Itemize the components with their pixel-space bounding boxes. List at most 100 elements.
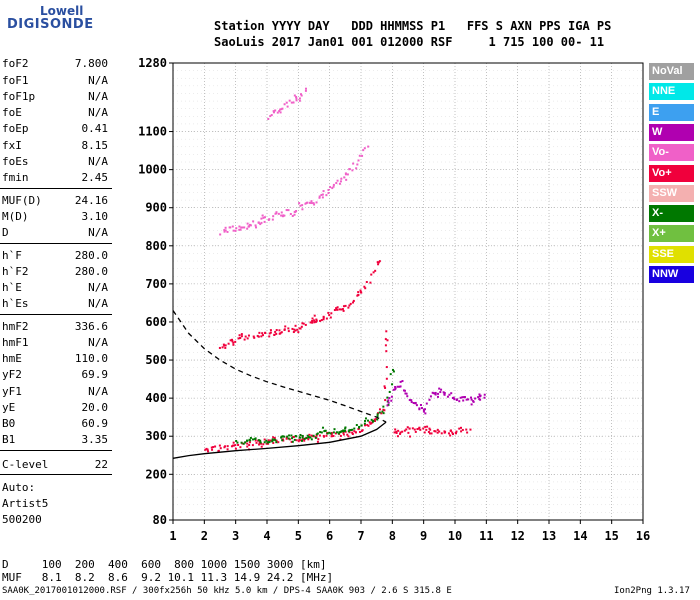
trace-point — [393, 431, 396, 434]
x-tick-label: 5 — [295, 529, 302, 543]
trace-point — [356, 163, 359, 166]
trace-point — [283, 328, 286, 331]
trace-point — [382, 405, 385, 408]
trace-point — [311, 321, 314, 324]
trace-point — [439, 391, 442, 394]
param-separator — [0, 450, 112, 451]
trace-point — [255, 441, 258, 444]
trace-point — [478, 393, 481, 396]
param-name: yF2 — [2, 368, 22, 381]
trace-point — [355, 424, 358, 427]
trace-point — [378, 260, 381, 263]
trace-point — [254, 224, 257, 227]
trace-point — [353, 427, 356, 430]
header-line-1: Station YYYY DAY DDD HHMMSS P1 FFS S AXN… — [214, 19, 612, 33]
trace-point — [383, 385, 386, 388]
trace-point — [376, 261, 379, 264]
trace-point — [318, 434, 321, 437]
trace-point — [412, 402, 415, 405]
trace-point — [310, 438, 313, 441]
auto-program: Artist5 — [2, 497, 49, 510]
trace-point — [244, 441, 247, 444]
param-value: 8.15 — [81, 139, 109, 152]
trace-point — [327, 192, 330, 195]
trace-point — [390, 399, 393, 402]
trace-point — [279, 332, 282, 335]
trace-point — [300, 325, 303, 328]
trace-point — [359, 289, 362, 292]
legend-item-nne: NNE — [649, 83, 694, 101]
trace-point — [263, 438, 266, 441]
trace-point — [206, 448, 209, 451]
trace-point — [462, 399, 465, 402]
param-value: 20.0 — [81, 401, 109, 414]
trace-point — [227, 342, 230, 345]
plot-frame — [172, 62, 644, 521]
param-value: N/A — [88, 336, 108, 349]
param-row: hmE 110.0 — [2, 352, 108, 366]
trace-point — [340, 308, 343, 311]
trace-point — [385, 366, 388, 369]
trace-point — [224, 229, 227, 232]
trace-point — [376, 412, 379, 415]
trace-point — [234, 447, 237, 450]
trace-point — [278, 110, 281, 113]
trace-point — [338, 182, 341, 185]
trace-point — [267, 117, 270, 120]
trace-point — [288, 434, 291, 437]
trace-point — [285, 209, 288, 212]
param-name: fxI — [2, 139, 22, 152]
trace-point — [274, 439, 277, 442]
trace-point — [299, 204, 302, 207]
trace-point — [238, 225, 241, 228]
trace-point — [257, 335, 260, 338]
trace-point — [415, 404, 418, 407]
trace-point — [440, 432, 443, 435]
y-tick-label: 1100 — [138, 125, 167, 139]
trace-point — [297, 331, 300, 334]
trace-point — [431, 391, 434, 394]
param-name: hmF2 — [2, 320, 29, 333]
trace-point — [303, 439, 306, 442]
trace-point — [344, 426, 347, 429]
trace-point — [413, 428, 416, 431]
trace-point — [391, 383, 394, 386]
trace-point — [226, 230, 229, 233]
x-tick-label: 16 — [636, 529, 650, 543]
param-value: 280.0 — [74, 265, 108, 278]
param-row: h`Es N/A — [2, 297, 108, 311]
y-tick-label: 1280 — [138, 56, 167, 70]
trace-point — [269, 439, 272, 442]
param-value: 3.35 — [81, 433, 109, 446]
trace-point — [426, 425, 429, 428]
param-row: yF1 N/A — [2, 385, 108, 399]
trace-point — [231, 340, 234, 343]
trace-point — [283, 214, 286, 217]
trace-point — [218, 346, 221, 349]
trace-point — [383, 409, 386, 412]
trace-point — [309, 436, 312, 439]
trace-point — [335, 182, 338, 185]
trace-point — [355, 167, 358, 170]
param-value: 110.0 — [74, 352, 108, 365]
param-name: M(D) — [2, 210, 29, 223]
trace-point — [301, 436, 304, 439]
trace-point — [384, 399, 387, 402]
trace-point — [223, 344, 226, 347]
trace-point — [465, 398, 468, 401]
trace-point — [436, 395, 439, 398]
param-row: h`E N/A — [2, 281, 108, 295]
trace-point — [295, 99, 298, 102]
trace-point — [392, 370, 395, 373]
legend-item-vo: Vo- — [649, 144, 694, 162]
trace-point — [386, 396, 389, 399]
trace-point — [390, 395, 393, 398]
x-tick-label: 3 — [232, 529, 239, 543]
trace-point — [428, 432, 431, 435]
trace-point — [448, 393, 451, 396]
trace-point — [365, 281, 368, 284]
param-row: fxI 8.15 — [2, 139, 108, 153]
trace-point — [454, 431, 457, 434]
trace-point — [386, 400, 389, 403]
trace-point — [231, 225, 234, 228]
